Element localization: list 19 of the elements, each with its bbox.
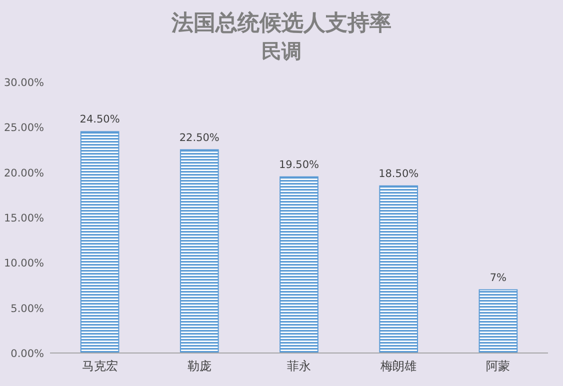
data-label: 19.50%	[278, 158, 320, 171]
chart-subtitle: 民调	[262, 39, 302, 63]
data-label: 22.50%	[179, 132, 220, 144]
x-tick-label: 阿蒙	[486, 359, 510, 373]
y-tick-label: 0.00%	[10, 348, 44, 360]
x-tick-label: 菲永	[287, 359, 311, 373]
x-tick-label: 马克宏	[82, 359, 118, 373]
y-tick-label: 20.00%	[4, 167, 44, 180]
data-label: 24.50%	[80, 114, 120, 126]
data-label: 7%	[490, 272, 507, 284]
y-tick-label: 25.00%	[4, 122, 44, 134]
data-label: 18.50%	[378, 168, 419, 180]
y-tick-label: 10.00%	[4, 258, 44, 270]
x-tick-label: 梅朗雄	[380, 359, 417, 373]
y-tick-label: 5.00%	[10, 302, 44, 315]
y-tick-label: 30.00%	[4, 77, 44, 89]
y-tick-label: 15.00%	[4, 212, 44, 224]
x-tick-label: 勒庞	[187, 359, 212, 373]
chart-title: 法国总统候选人支持率	[170, 10, 392, 36]
